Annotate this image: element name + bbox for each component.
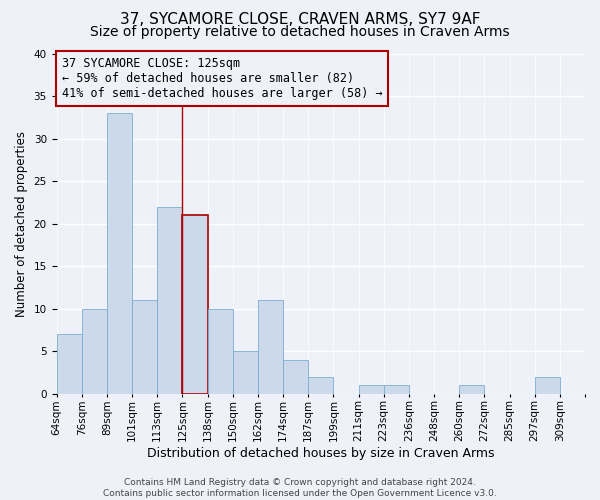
Bar (459, 386, 484, 394)
Bar (535, 377, 560, 394)
X-axis label: Distribution of detached houses by size in Craven Arms: Distribution of detached houses by size … (147, 447, 494, 460)
Bar (82, 309, 107, 394)
Bar (233, 352, 258, 394)
Text: 37 SYCAMORE CLOSE: 125sqm
← 59% of detached houses are smaller (82)
41% of semi-: 37 SYCAMORE CLOSE: 125sqm ← 59% of detac… (62, 58, 382, 100)
Bar (359, 386, 383, 394)
Text: Contains HM Land Registry data © Crown copyright and database right 2024.
Contai: Contains HM Land Registry data © Crown c… (103, 478, 497, 498)
Bar (56, 334, 82, 394)
Bar (258, 300, 283, 394)
Text: 37, SYCAMORE CLOSE, CRAVEN ARMS, SY7 9AF: 37, SYCAMORE CLOSE, CRAVEN ARMS, SY7 9AF (120, 12, 480, 28)
Y-axis label: Number of detached properties: Number of detached properties (15, 131, 28, 317)
Bar (132, 300, 157, 394)
Bar (283, 360, 308, 394)
Bar (182, 216, 208, 394)
Text: Size of property relative to detached houses in Craven Arms: Size of property relative to detached ho… (90, 25, 510, 39)
Bar (308, 377, 334, 394)
Bar (157, 207, 182, 394)
Bar (107, 114, 132, 394)
Bar (208, 309, 233, 394)
Bar (383, 386, 409, 394)
